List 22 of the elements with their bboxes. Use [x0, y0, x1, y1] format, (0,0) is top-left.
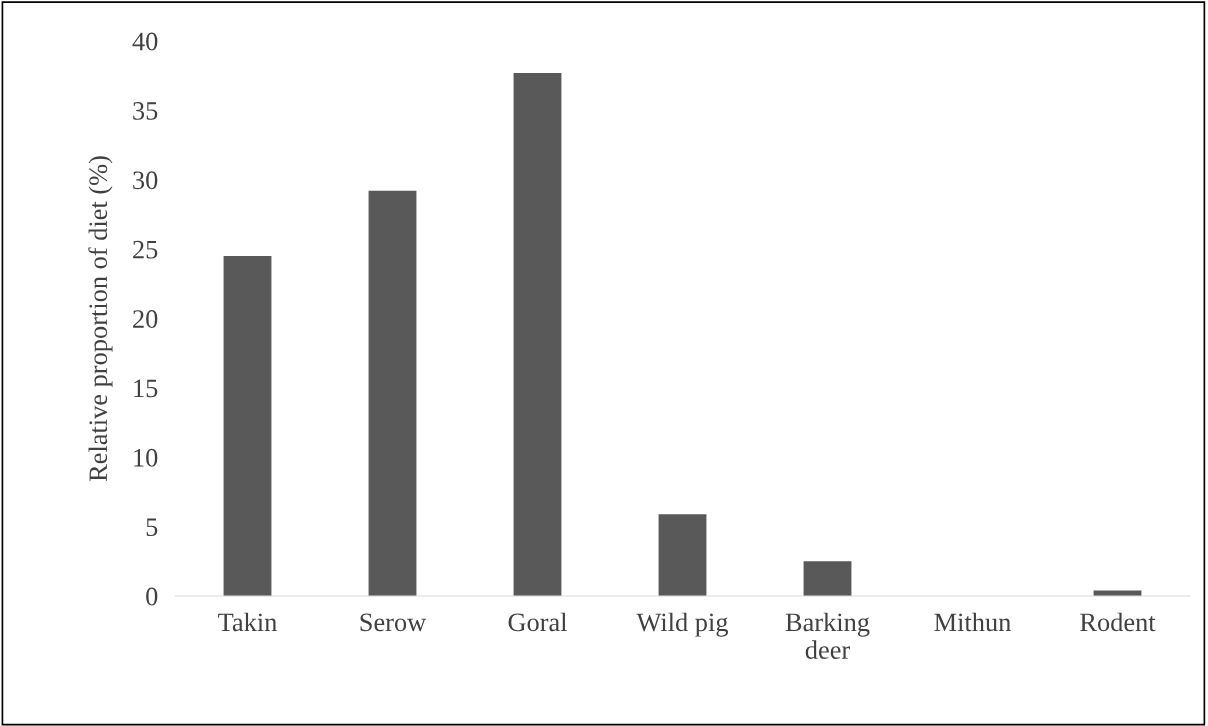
- x-tick-label: Serow: [360, 613, 427, 632]
- y-tick-label: 35: [133, 102, 158, 120]
- x-tick-label: Mithun: [934, 612, 1011, 632]
- y-tick-label: 0: [146, 587, 158, 606]
- bar: [513, 72, 562, 596]
- x-tick-label: Takin: [218, 612, 277, 632]
- x-tick-label: Rodent: [1080, 612, 1156, 632]
- bar: [803, 561, 852, 596]
- x-tick-label: Barking deer: [785, 612, 870, 659]
- bar: [368, 190, 417, 596]
- y-tick-label: 40: [132, 32, 158, 51]
- x-tick-label: Goral: [508, 612, 568, 632]
- y-tick-label: 10: [134, 448, 158, 467]
- y-tick-label: 5: [146, 518, 158, 537]
- y-axis-title: Relative proportion of diet (%): [88, 156, 113, 482]
- y-tick-label: 30: [133, 171, 158, 190]
- y-tick-label: 25: [133, 240, 158, 259]
- y-tick-label: 15: [134, 379, 158, 398]
- bar: [223, 256, 272, 596]
- bar: [658, 514, 707, 596]
- y-tick-label: 20: [133, 310, 158, 328]
- x-tick-label: Wild pig: [636, 612, 729, 637]
